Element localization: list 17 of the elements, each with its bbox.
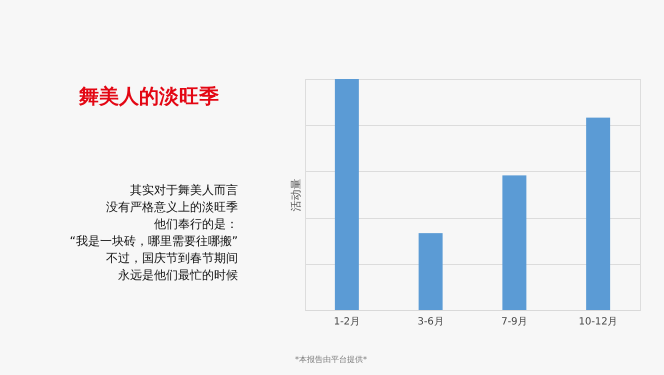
- x-tick-label: 7-9月: [501, 316, 528, 328]
- text: 他们奉行的是：: [154, 217, 238, 231]
- bar: [334, 79, 359, 310]
- text: “我是一块砖，哪里需要往哪搬”: [70, 234, 238, 248]
- bar: [586, 118, 610, 310]
- x-tick-label: 3-6月: [417, 316, 444, 328]
- x-tick-label: 1-2月: [334, 316, 360, 328]
- text: 其实对于舞美人而言: [130, 183, 238, 197]
- text: *本报告由平台提供*: [295, 355, 367, 364]
- bar: [502, 175, 526, 310]
- y-axis-title: 活动量: [290, 178, 302, 212]
- bar: [418, 233, 443, 310]
- text: 没有严格意义上的淡旺季: [106, 200, 238, 214]
- chart-title: 舞美人的淡旺季: [78, 84, 219, 108]
- text: 不过，国庆节到春节期间: [106, 251, 238, 265]
- x-tick-label: 10-12月: [578, 316, 618, 328]
- text: 永远是他们最忙的时候: [118, 268, 238, 282]
